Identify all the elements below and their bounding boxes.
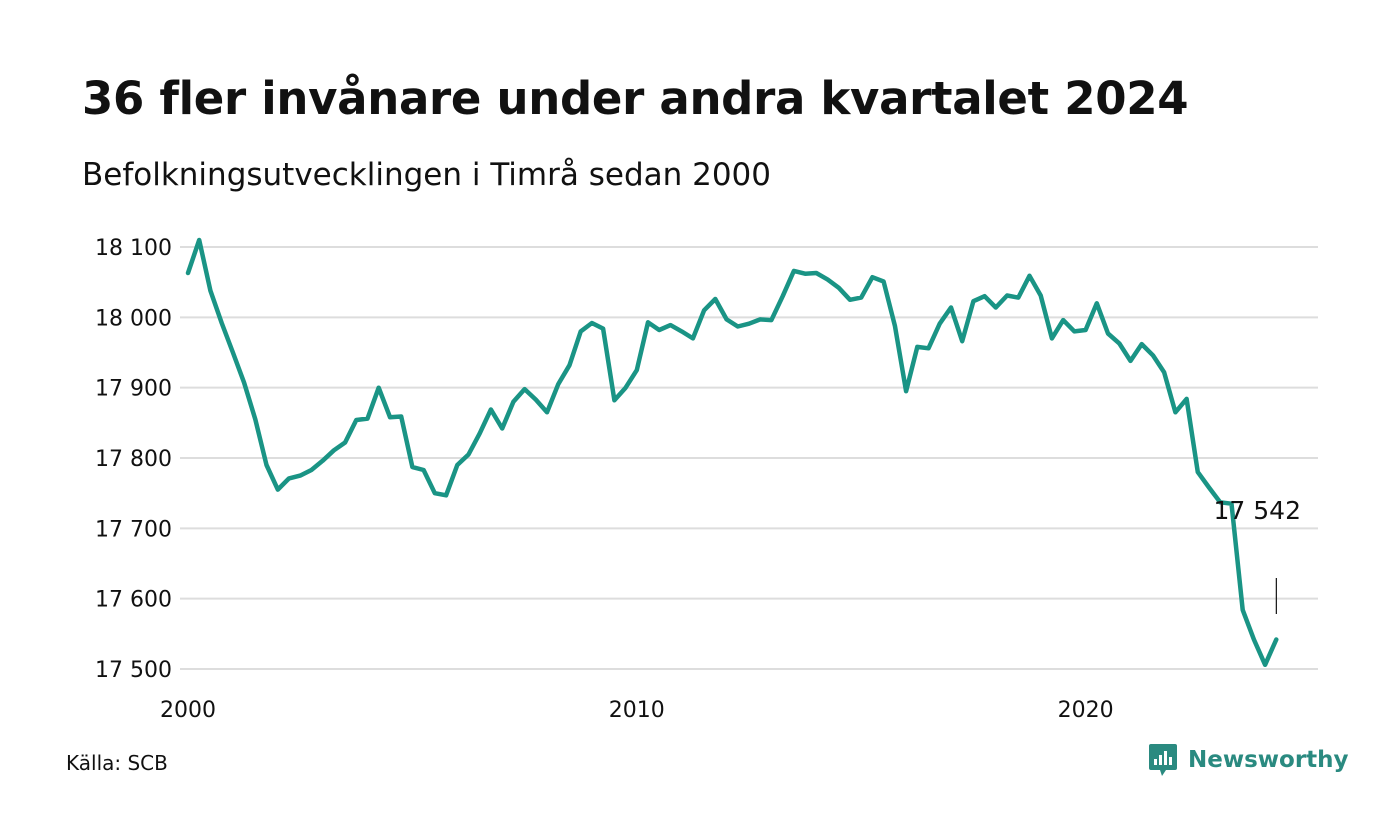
newsworthy-logo-icon bbox=[1149, 744, 1177, 776]
y-tick-label: 17 600 bbox=[95, 588, 172, 613]
x-axis: 2000 2010 2020 bbox=[160, 698, 1114, 723]
source-note: Källa: SCB bbox=[66, 751, 168, 775]
y-tick-label: 17 500 bbox=[95, 658, 172, 683]
brand-logo: Newsworthy bbox=[1148, 742, 1349, 778]
y-tick-label: 18 000 bbox=[95, 306, 172, 331]
y-axis: 17 500 17 600 17 700 17 800 17 900 18 000 18 1… bbox=[95, 236, 172, 683]
x-tick-label: 2020 bbox=[1058, 698, 1114, 723]
y-tick-label: 17 900 bbox=[95, 377, 172, 402]
x-tick-label: 2000 bbox=[160, 698, 216, 723]
grid-lines bbox=[180, 246, 1318, 670]
y-tick-label: 18 100 bbox=[95, 236, 172, 261]
brand-name: Newsworthy bbox=[1188, 747, 1349, 773]
series-line bbox=[185, 237, 1279, 668]
chart-subtitle: Befolkningsutvecklingen i Timrå sedan 20… bbox=[82, 157, 772, 193]
series-layer bbox=[185, 237, 1279, 668]
x-tick-label: 2010 bbox=[609, 698, 665, 723]
chart-title: 36 fler invånare under andra kvartalet 2… bbox=[82, 72, 1189, 125]
y-tick-label: 17 800 bbox=[95, 447, 172, 472]
y-tick-label: 17 700 bbox=[95, 517, 172, 542]
annotation-layer: 17 542 bbox=[1214, 496, 1301, 614]
annotation-label: 17 542 bbox=[1214, 496, 1301, 525]
